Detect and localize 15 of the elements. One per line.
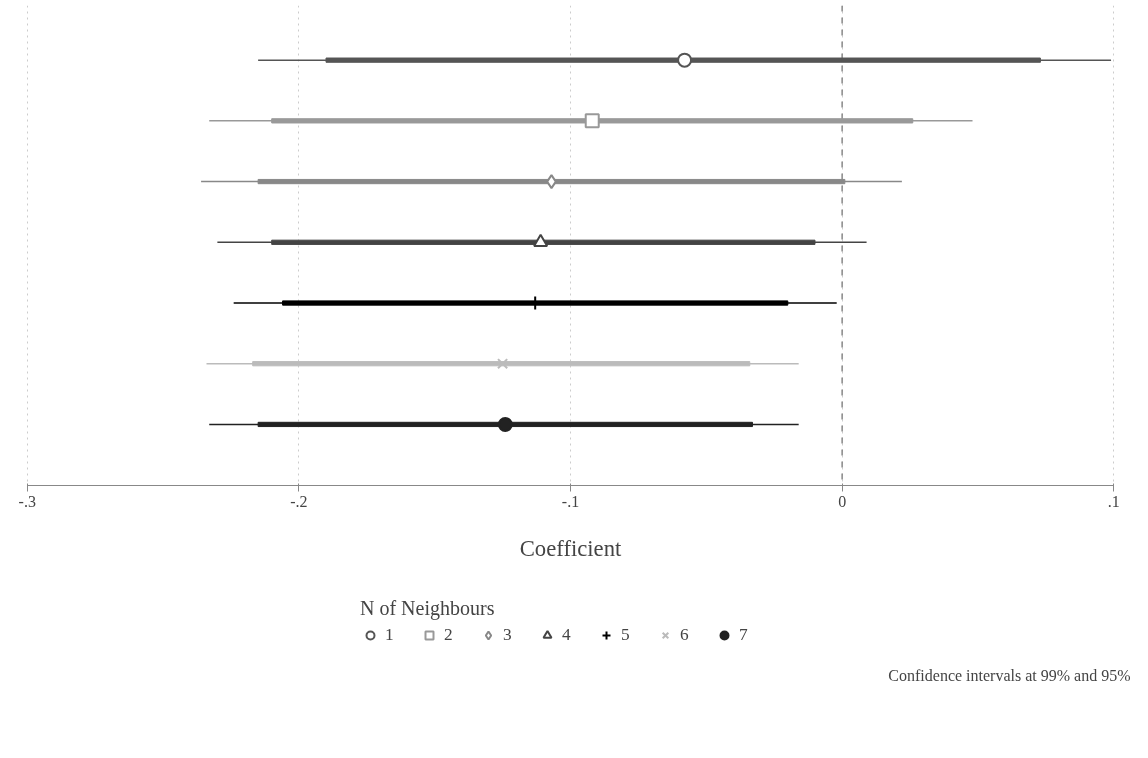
legend-label: 5: [621, 625, 631, 645]
text: Confidence intervals at 99% and 95%: [888, 666, 1131, 684]
legend-label: 6: [680, 625, 690, 645]
x-tick-label: -.2: [290, 493, 308, 511]
legend-label: 4: [562, 625, 572, 645]
x-tick-label: 0: [838, 493, 847, 511]
legend-label: 3: [503, 625, 513, 645]
x-tick-label: -.1: [561, 493, 580, 511]
x-tick-label: -.3: [18, 493, 36, 511]
legend-label: 7: [739, 625, 749, 645]
x-axis-title: Coefficient: [519, 535, 622, 561]
legend-label: 2: [444, 625, 454, 645]
x-tick-label: .1: [1107, 493, 1120, 511]
legend-title: N of Neighbours: [360, 597, 496, 620]
legend-label: 1: [385, 625, 395, 645]
